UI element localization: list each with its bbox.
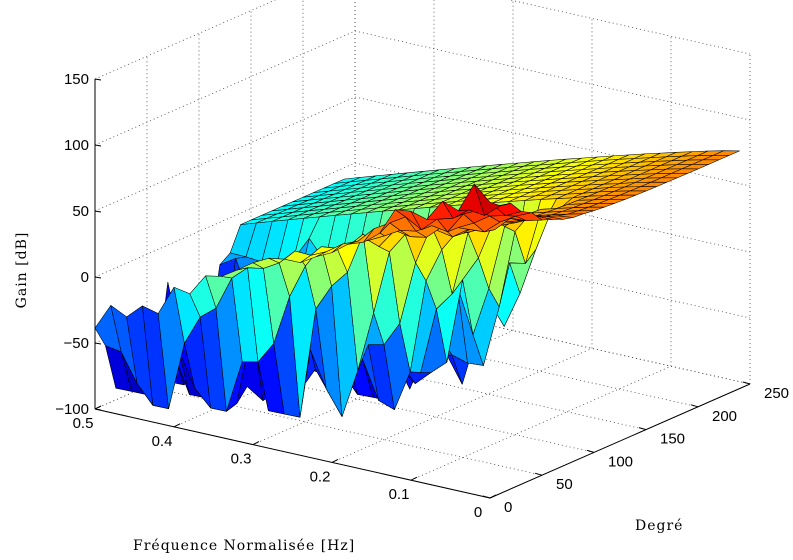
y-tick-mark — [94, 405, 102, 410]
z-tick-label: 150 — [64, 71, 89, 88]
axes-box — [94, 79, 751, 499]
x-tick-label: 50 — [556, 476, 573, 493]
surface-patch — [473, 183, 501, 216]
z-axis-label: Gain [dB] — [14, 232, 30, 309]
y-tick-mark — [410, 476, 418, 481]
x-tick-label: 100 — [608, 453, 633, 470]
grid-line — [94, 30, 751, 146]
x-tick-label: 250 — [764, 385, 789, 402]
x-tick-mark — [742, 381, 751, 385]
tick-labels: −100 −50 0 50 100 150 0 0.1 0.2 0.3 0.4 0.5 0 50 100 15… — [55, 71, 789, 521]
z-tick-label: 50 — [72, 203, 89, 220]
y-tick-mark — [252, 441, 260, 446]
y-tick-label: 0.4 — [152, 433, 173, 450]
x-tick-label: 150 — [660, 431, 685, 448]
grid-line — [410, 365, 672, 481]
z-tick-mark — [94, 210, 102, 213]
x-tick-mark — [482, 495, 491, 499]
y-tick-label: 0.3 — [231, 451, 252, 468]
x-tick-mark — [586, 449, 595, 453]
x-tick-mark — [638, 427, 647, 431]
y-tick-mark — [173, 423, 181, 428]
x-tick-label: 200 — [712, 408, 737, 425]
y-tick-label: 0.2 — [310, 468, 331, 485]
x-axis-label: Degré — [635, 518, 683, 534]
y-tick-mark — [489, 494, 497, 499]
x-tick-label: 0 — [504, 499, 512, 516]
z-tick-mark — [94, 342, 102, 345]
z-tick-mark — [94, 276, 102, 279]
y-axis-label: Fréquence Normalisée [Hz] — [133, 538, 355, 554]
axis-line — [489, 383, 751, 499]
y-tick-label: 0.5 — [73, 415, 94, 432]
y-tick-label: 0.1 — [389, 486, 410, 503]
grid-line — [331, 348, 593, 463]
z-tick-label: −50 — [64, 335, 89, 352]
z-tick-mark — [94, 144, 102, 147]
grid-line — [94, 0, 751, 80]
z-tick-label: −100 — [55, 401, 89, 418]
z-tick-label: 100 — [64, 137, 89, 154]
z-tick-label: 0 — [81, 269, 89, 286]
z-tick-mark — [94, 78, 102, 81]
y-tick-label: 0 — [474, 504, 482, 521]
surface-plot — [94, 150, 740, 418]
x-tick-mark — [690, 404, 699, 408]
z-tick-mark — [94, 408, 102, 411]
x-tick-mark — [534, 472, 543, 476]
y-tick-mark — [331, 458, 339, 463]
axis-line — [94, 408, 491, 499]
